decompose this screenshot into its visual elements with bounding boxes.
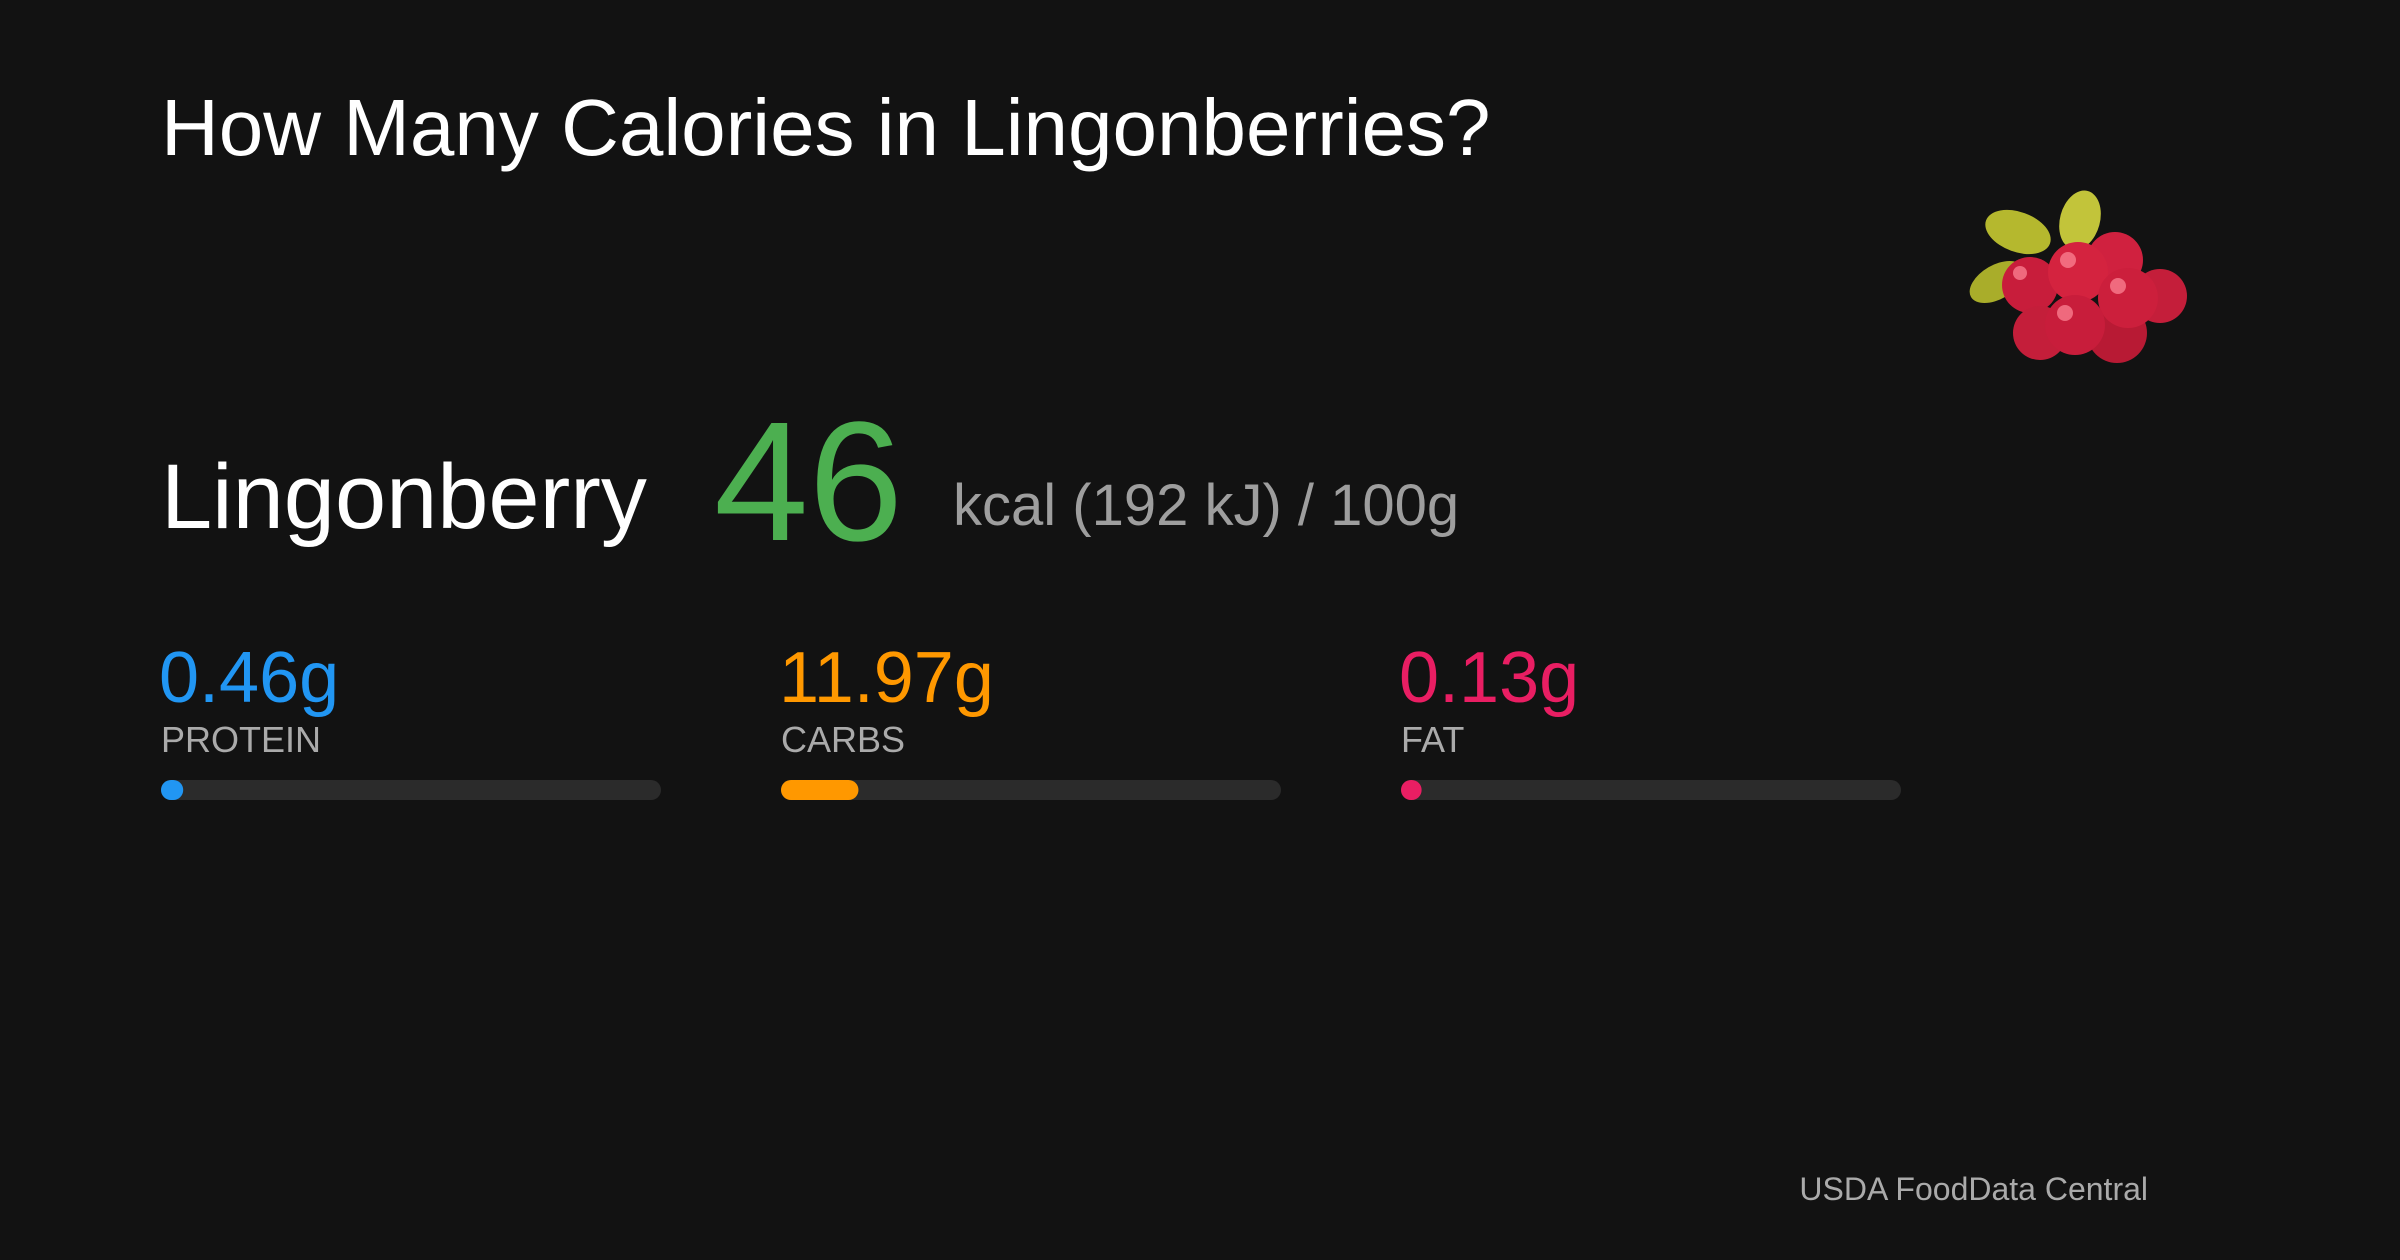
energy-detail: kcal (192 kJ) / 100g (953, 473, 1459, 538)
berry-icon (1969, 190, 2187, 363)
basis: 100g (1330, 473, 1459, 538)
macro-name: CARBS (781, 719, 905, 760)
macro-amount: 0.13g (1399, 638, 1579, 718)
source: USDA FoodData Central (1799, 1171, 2148, 1207)
food-name: Lingonberry (161, 446, 647, 548)
energy-text: kcal (192 kJ) / (953, 473, 1330, 538)
title: How Many Calories in Lingonberries? (161, 83, 1491, 172)
macro-amount: 11.97g (779, 638, 994, 718)
macro-name: FAT (1401, 719, 1464, 760)
macro-name: PROTEIN (161, 719, 321, 760)
kcal-value: 46 (714, 387, 903, 577)
macro-amount: 0.46g (159, 638, 339, 718)
